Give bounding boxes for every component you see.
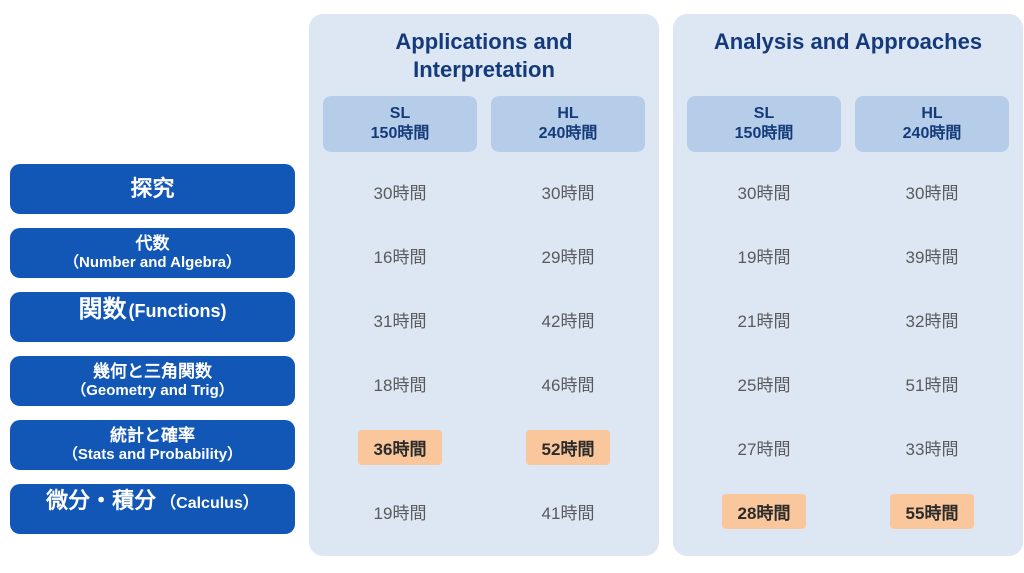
hours-cell: 32時間 bbox=[855, 294, 1009, 344]
row-label-algebra: 代数 （Number and Algebra） bbox=[10, 228, 295, 278]
hours-cell-highlight: 28時間 bbox=[687, 486, 841, 536]
hours-cell: 46時間 bbox=[491, 358, 645, 408]
row-label-text: 微分・積分 bbox=[46, 488, 156, 514]
row-label-calculus: 微分・積分 （Calculus） bbox=[10, 484, 295, 534]
level-header: SL 150時間 bbox=[687, 96, 841, 152]
level-name: SL bbox=[390, 105, 410, 122]
hours-cell: 41時間 bbox=[491, 486, 645, 536]
level-hours: 240時間 bbox=[539, 125, 598, 142]
hours-cell: 21時間 bbox=[687, 294, 841, 344]
row-label-text: 代数 bbox=[136, 234, 170, 254]
course-panel-analysis: Analysis and Approaches SL 150時間 30時間 19… bbox=[673, 14, 1023, 556]
level-hours: 150時間 bbox=[371, 125, 430, 142]
row-labels-column: 探究 代数 （Number and Algebra） 関数 (Functions… bbox=[10, 14, 295, 556]
hours-cell: 33時間 bbox=[855, 422, 1009, 472]
level-header: SL 150時間 bbox=[323, 96, 477, 152]
level-hours: 240時間 bbox=[903, 125, 962, 142]
row-label-text: 関数 bbox=[79, 296, 127, 325]
hours-cell: 25時間 bbox=[687, 358, 841, 408]
level-name: SL bbox=[754, 105, 774, 122]
level-name: HL bbox=[921, 105, 942, 122]
row-label-sub: （Number and Algebra） bbox=[64, 254, 241, 272]
hours-cell: 18時間 bbox=[323, 358, 477, 408]
level-hl: HL 240時間 30時間 39時間 32時間 51時間 33時間 55時間 bbox=[855, 96, 1009, 550]
level-header: HL 240時間 bbox=[491, 96, 645, 152]
row-label-text: 統計と確率 bbox=[110, 426, 195, 446]
hours-cell: 31時間 bbox=[323, 294, 477, 344]
row-label-sub: （Geometry and Trig） bbox=[71, 382, 234, 400]
row-label-stats: 統計と確率 （Stats and Probability） bbox=[10, 420, 295, 470]
hours-cell: 27時間 bbox=[687, 422, 841, 472]
comparison-table: 探究 代数 （Number and Algebra） 関数 (Functions… bbox=[0, 0, 1024, 570]
levels-row: SL 150時間 30時間 16時間 31時間 18時間 36時間 19時間 H… bbox=[323, 96, 645, 550]
level-name: HL bbox=[557, 105, 578, 122]
hours-cell: 30時間 bbox=[855, 166, 1009, 216]
row-label-text: 幾何と三角関数 bbox=[93, 362, 212, 382]
level-hours: 150時間 bbox=[735, 125, 794, 142]
hours-cell: 39時間 bbox=[855, 230, 1009, 280]
level-sl: SL 150時間 30時間 19時間 21時間 25時間 27時間 28時間 bbox=[687, 96, 841, 550]
hours-cell-highlight: 52時間 bbox=[491, 422, 645, 472]
level-header: HL 240時間 bbox=[855, 96, 1009, 152]
course-title: Analysis and Approaches bbox=[687, 28, 1009, 86]
course-panel-applications: Applications and Interpretation SL 150時間… bbox=[309, 14, 659, 556]
hours-cell: 29時間 bbox=[491, 230, 645, 280]
row-label-exploration: 探究 bbox=[10, 164, 295, 214]
hours-cell: 30時間 bbox=[491, 166, 645, 216]
row-label-geometry: 幾何と三角関数 （Geometry and Trig） bbox=[10, 356, 295, 406]
hours-cell: 42時間 bbox=[491, 294, 645, 344]
hours-cell: 30時間 bbox=[323, 166, 477, 216]
row-label-functions: 関数 (Functions) bbox=[10, 292, 295, 342]
row-label-sub: （Calculus） bbox=[160, 494, 259, 513]
hours-cell-highlight: 55時間 bbox=[855, 486, 1009, 536]
hours-cell: 19時間 bbox=[323, 486, 477, 536]
course-title: Applications and Interpretation bbox=[323, 28, 645, 86]
level-hl: HL 240時間 30時間 29時間 42時間 46時間 52時間 41時間 bbox=[491, 96, 645, 550]
levels-row: SL 150時間 30時間 19時間 21時間 25時間 27時間 28時間 H… bbox=[687, 96, 1009, 550]
hours-cell: 19時間 bbox=[687, 230, 841, 280]
row-label-text: 探究 bbox=[130, 176, 174, 202]
row-label-sub: (Functions) bbox=[129, 301, 227, 323]
hours-cell: 16時間 bbox=[323, 230, 477, 280]
row-label-sub: （Stats and Probability） bbox=[63, 446, 242, 464]
hours-cell: 51時間 bbox=[855, 358, 1009, 408]
hours-cell: 30時間 bbox=[687, 166, 841, 216]
hours-cell-highlight: 36時間 bbox=[323, 422, 477, 472]
level-sl: SL 150時間 30時間 16時間 31時間 18時間 36時間 19時間 bbox=[323, 96, 477, 550]
